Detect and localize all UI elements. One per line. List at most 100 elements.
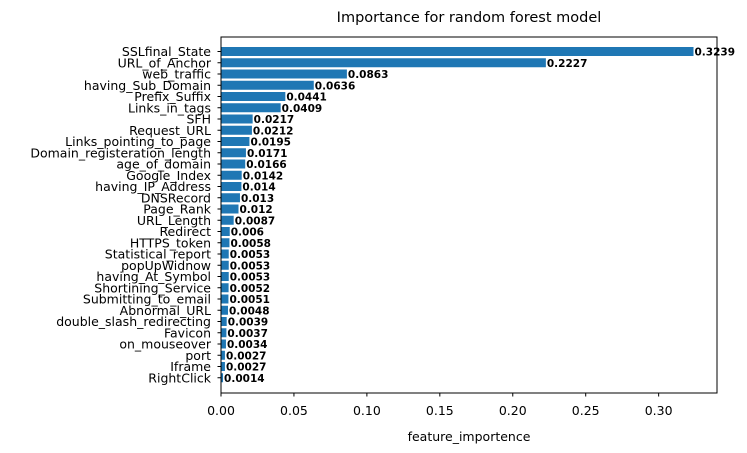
bar [221,170,242,180]
bar [221,317,227,326]
category-label: having_Sub_Domain [84,78,211,93]
value-label: 0.0048 [229,305,270,317]
bar [221,92,286,101]
value-label: 0.0171 [247,148,288,160]
bar [221,362,225,371]
chart-title: Importance for random forest model [337,10,602,26]
x-tick-label: 0.25 [572,403,600,418]
bar [221,215,234,225]
category-label: DNSRecord [141,190,211,205]
bar [221,283,229,293]
x-axis: 0.00 0.05 0.10 0.15 0.20 0.25 0.30 [207,393,673,418]
plot-frame [220,36,718,394]
bar [221,339,226,349]
value-label: 0.0037 [227,328,268,340]
value-label: 0.006 [231,227,264,239]
category-label: web_traffic [142,67,211,82]
value-label: 0.0053 [230,272,271,284]
bar [221,137,250,146]
x-tick-label: 0.30 [645,403,673,418]
value-label: 0.0087 [235,215,276,227]
category-label: URL_Length [137,213,211,228]
category-label: Submitting_to_email [83,292,211,307]
category-label: URL_of_Anchor [118,55,212,70]
value-label: 0.012 [240,204,273,216]
bar [221,204,239,214]
category-labels: SSLfinal_StateURL_of_Anchorweb_trafficha… [30,44,221,385]
category-label: having_At_Symbol [96,269,211,284]
bar [221,148,246,158]
category-label: Prefix_Suffix [134,89,211,104]
value-label: 0.0636 [315,80,356,92]
value-label: 0.014 [242,182,275,194]
category-label: SFH [186,112,211,127]
x-tick-label: 0.15 [426,403,454,418]
bar [221,159,246,169]
bar [221,193,240,203]
bar [221,294,229,304]
value-label: 0.0142 [243,170,284,182]
bar [221,227,230,236]
bar [221,238,230,248]
value-label: 0.0058 [230,238,271,250]
bar [221,114,253,124]
bar [221,80,314,90]
category-label: SSLfinal_State [122,44,211,59]
value-label: 0.0051 [229,294,270,306]
bar [221,103,281,113]
value-label: 0.0212 [253,125,294,137]
value-label: 0.0053 [230,260,271,272]
category-label: Redirect [159,224,211,239]
value-label: 0.0441 [286,92,327,104]
bar [221,249,229,259]
category-label: HTTPS_token [130,235,211,250]
value-label: 0.3239 [695,47,736,59]
category-label: Statistical_report [105,247,211,262]
value-label: 0.013 [241,193,274,205]
category-label: on_mouseover [119,337,212,352]
bar [221,272,229,281]
category-label: popUpWidnow [121,258,211,273]
category-label: Google_Index [126,168,211,183]
value-label: 0.0027 [226,350,267,362]
bar [221,350,225,360]
value-label: 0.0052 [230,283,271,295]
value-label: 0.0863 [348,69,389,81]
bar [221,47,694,56]
value-labels: 0.32390.22270.08630.06360.04410.04090.02… [224,47,735,385]
category-label: Links_pointing_to_page [65,134,211,149]
x-axis-label: feature_importence [408,429,531,444]
value-label: 0.0053 [230,249,271,261]
category-label: Iframe [170,359,211,374]
category-label: having_IP_Address [95,179,211,194]
x-tick-label: 0.10 [353,403,381,418]
bars-layer [221,47,694,383]
bar [221,182,242,191]
category-label: Shortining_Service [94,280,211,295]
category-label: Favicon [164,325,211,340]
x-tick-label: 0.00 [207,403,235,418]
bar [221,260,229,270]
value-label: 0.0195 [250,137,291,149]
category-label: Page_Rank [143,202,212,217]
category-label: double_slash_redirecting [56,314,211,329]
bar [221,305,229,315]
category-label: age_of_domain [116,157,211,172]
x-tick-label: 0.05 [280,403,308,418]
value-label: 0.0217 [254,114,295,126]
value-label: 0.2227 [547,58,588,70]
value-label: 0.0166 [246,159,287,171]
bar [221,373,224,383]
bar [221,328,227,338]
category-label: Links_in_tags [128,100,211,115]
bar [221,58,546,68]
value-label: 0.0014 [224,373,265,385]
value-label: 0.0039 [228,317,269,329]
category-label: Domain_registeration_length [30,145,211,160]
value-label: 0.0027 [226,362,267,374]
value-label: 0.0034 [227,339,268,351]
category-label: Abnormal_URL [120,303,211,318]
category-label: Request_URL [129,123,211,138]
bar [221,125,252,135]
